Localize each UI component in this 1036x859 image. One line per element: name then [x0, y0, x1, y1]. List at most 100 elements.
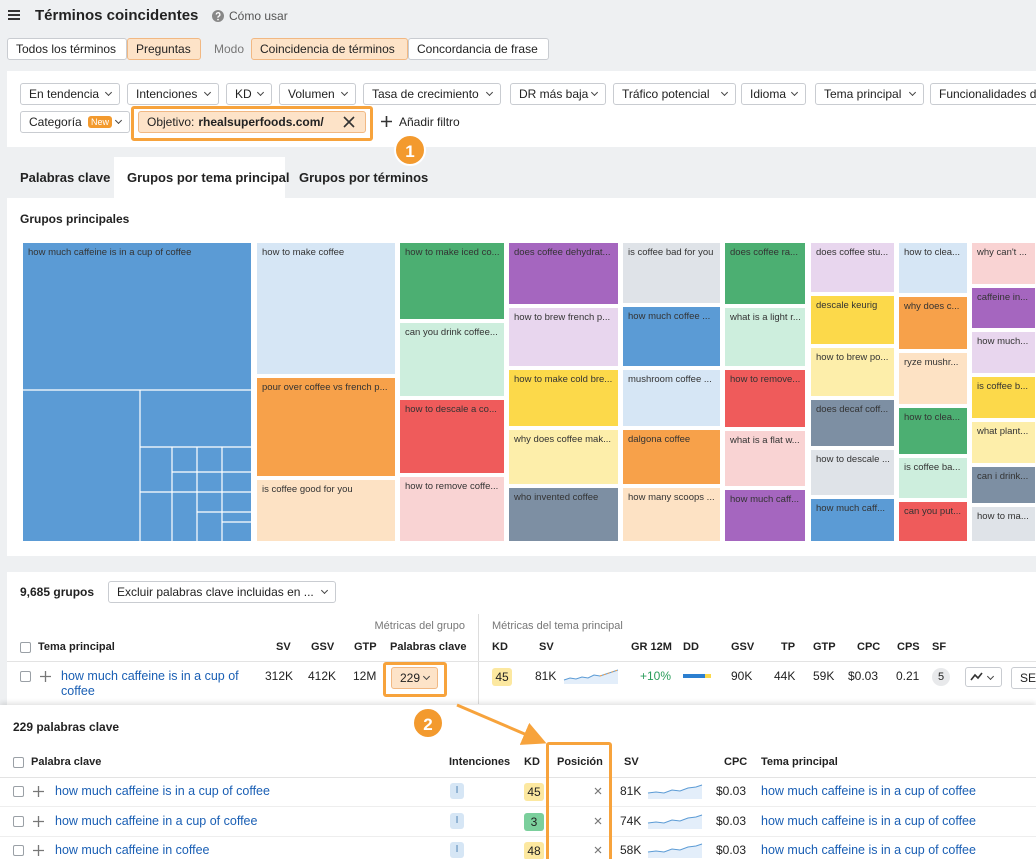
treemap-tile[interactable]: what is a flat w...: [724, 430, 806, 487]
add-filter[interactable]: Añadir filtro: [399, 115, 460, 129]
kw-column-header[interactable]: Intenciones: [449, 756, 511, 768]
treemap-tile[interactable]: how much...: [971, 331, 1036, 374]
kw-header-checkbox[interactable]: [13, 757, 24, 768]
column-header[interactable]: TP: [781, 641, 796, 653]
treemap-tile[interactable]: does decaf coff...: [810, 399, 895, 447]
row-checkbox[interactable]: [20, 671, 31, 682]
treemap-tile[interactable]: can you drink coffee...: [399, 322, 505, 397]
treemap-tile[interactable]: dalgona coffee: [622, 429, 721, 485]
category-filter[interactable]: Categoría New: [20, 111, 130, 133]
treemap-tile[interactable]: how to descale ...: [810, 449, 895, 496]
treemap-tile[interactable]: why does coffee mak...: [508, 429, 619, 485]
kw-column-header[interactable]: CPC: [724, 756, 748, 768]
topic-link[interactable]: how much caffeine is in a cup of coffee: [61, 669, 239, 698]
filter-dropdown[interactable]: Tasa de crecimiento: [363, 83, 501, 105]
mode-tab[interactable]: Concordancia de frase: [408, 38, 549, 60]
treemap-tile[interactable]: how to clea...: [898, 242, 968, 294]
view-tab[interactable]: Palabras clave: [20, 170, 111, 185]
column-header[interactable]: DD: [683, 641, 699, 653]
help-link[interactable]: Cómo usar: [229, 9, 288, 23]
column-header[interactable]: KD: [492, 641, 508, 653]
column-header[interactable]: SV: [539, 641, 554, 653]
scope-tab[interactable]: Todos los términos: [7, 38, 127, 60]
treemap-tile[interactable]: can you put...: [898, 501, 968, 542]
treemap-tile[interactable]: what plant...: [971, 421, 1036, 464]
kw-column-header[interactable]: Tema principal: [761, 756, 838, 768]
kw-topic-link[interactable]: how much caffeine is in a cup of coffee: [761, 784, 976, 798]
column-header[interactable]: SF: [932, 641, 947, 653]
treemap-tile[interactable]: how many scoops ...: [622, 487, 721, 542]
filter-dropdown[interactable]: DR más baja: [510, 83, 606, 105]
treemap-tile[interactable]: how to make iced co...: [399, 242, 505, 320]
kw-column-header[interactable]: KD: [524, 756, 540, 768]
treemap-tile[interactable]: how to clea...: [898, 407, 968, 455]
treemap-tile[interactable]: who invented coffee: [508, 487, 619, 542]
column-header[interactable]: Tema principal: [38, 641, 115, 653]
mode-tab[interactable]: Coincidencia de términos: [251, 38, 408, 60]
treemap-tile[interactable]: how to remove...: [724, 369, 806, 428]
scope-tab[interactable]: Preguntas: [127, 38, 201, 60]
column-header[interactable]: GSV: [311, 641, 335, 653]
column-header[interactable]: Palabras clave: [390, 641, 467, 653]
treemap-tile[interactable]: mushroom coffee ...: [622, 369, 721, 427]
keyword-link[interactable]: how much caffeine is in a cup of coffee: [55, 784, 270, 798]
treemap-tile[interactable]: ryze mushr...: [898, 352, 968, 405]
serp-button[interactable]: SERP: [1011, 667, 1036, 689]
kw-column-header[interactable]: Palabra clave: [31, 756, 102, 768]
treemap-tile[interactable]: why can't ...: [971, 242, 1036, 285]
column-header[interactable]: SV: [276, 641, 291, 653]
column-header[interactable]: CPS: [897, 641, 920, 653]
filter-dropdown[interactable]: KD: [226, 83, 272, 105]
view-tab[interactable]: Grupos por tema principal: [127, 170, 290, 185]
treemap-tile[interactable]: descale keurig: [810, 295, 895, 345]
treemap-tile[interactable]: caffeine in...: [971, 287, 1036, 329]
treemap-tile[interactable]: can i drink...: [971, 466, 1036, 504]
treemap-tile[interactable]: why does c...: [898, 296, 968, 350]
header-checkbox[interactable]: [20, 642, 31, 653]
keyword-link[interactable]: how much caffeine in coffee: [55, 843, 210, 857]
target-filter[interactable]: Objetivo: rhealsuperfoods.com/: [138, 111, 366, 133]
treemap-tile[interactable]: does coffee dehydrat...: [508, 242, 619, 305]
treemap-tile[interactable]: how much coffee ...: [622, 306, 721, 367]
kw-checkbox[interactable]: [13, 786, 24, 797]
filter-dropdown[interactable]: Tráfico potencial: [613, 83, 736, 105]
treemap-tile[interactable]: does coffee ra...: [724, 242, 806, 305]
treemap-tile[interactable]: pour over coffee vs french p...: [256, 377, 396, 477]
filter-dropdown[interactable]: Volumen: [279, 83, 356, 105]
column-header[interactable]: GSV: [731, 641, 755, 653]
treemap-tile[interactable]: is coffee ba...: [898, 457, 968, 499]
treemap-tile[interactable]: how to descale a co...: [399, 399, 505, 474]
treemap-tile[interactable]: how to remove coffe...: [399, 476, 505, 542]
treemap-tile[interactable]: how to make coffee: [256, 242, 396, 375]
treemap-tile[interactable]: what is a light r...: [724, 307, 806, 367]
treemap-tile[interactable]: how much caff...: [810, 498, 895, 542]
filter-dropdown[interactable]: Funcionalidades de: [930, 83, 1036, 105]
keyword-link[interactable]: how much caffeine in a cup of coffee: [55, 813, 258, 828]
treemap-tile[interactable]: does coffee stu...: [810, 242, 895, 293]
treemap-tile[interactable]: how to brew po...: [810, 347, 895, 397]
kw-topic-link[interactable]: how much caffeine is in a cup of coffee: [761, 813, 976, 828]
treemap-tile[interactable]: is coffee good for you: [256, 479, 396, 542]
chart-button[interactable]: [965, 667, 1002, 687]
kw-topic-link[interactable]: how much caffeine is in a cup of coffee: [761, 843, 976, 857]
filter-dropdown[interactable]: Intenciones: [127, 83, 219, 105]
keywords-button[interactable]: 229: [391, 667, 438, 689]
view-tab[interactable]: Grupos por términos: [299, 170, 429, 185]
kw-checkbox[interactable]: [13, 845, 24, 856]
treemap-tile[interactable]: how to make cold bre...: [508, 369, 619, 427]
column-header[interactable]: CPC: [857, 641, 881, 653]
treemap-tile[interactable]: how to brew french p...: [508, 307, 619, 367]
column-header[interactable]: GR 12M: [631, 641, 672, 653]
treemap-tile[interactable]: is coffee bad for you: [622, 242, 721, 304]
kw-column-header[interactable]: SV: [624, 756, 639, 768]
filter-dropdown[interactable]: En tendencia: [20, 83, 120, 105]
treemap-tile[interactable]: how to ma...: [971, 506, 1036, 542]
treemap-tile[interactable]: is coffee b...: [971, 376, 1036, 419]
kw-checkbox[interactable]: [13, 815, 24, 827]
column-header[interactable]: GTP: [354, 641, 377, 653]
filter-dropdown[interactable]: Idioma: [741, 83, 806, 105]
kw-column-header[interactable]: Posición: [557, 756, 603, 768]
exclude-dropdown[interactable]: Excluir palabras clave incluidas en ...: [108, 581, 336, 603]
filter-dropdown[interactable]: Tema principal: [815, 83, 924, 105]
column-header[interactable]: GTP: [813, 641, 836, 653]
